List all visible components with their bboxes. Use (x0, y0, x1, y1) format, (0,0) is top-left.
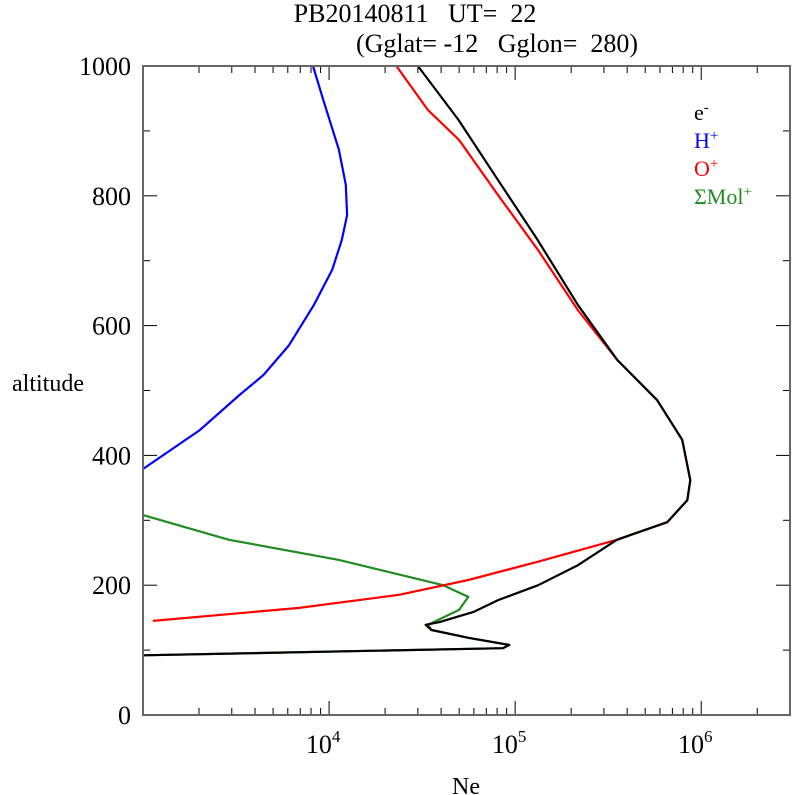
series-line-1 (142, 65, 349, 470)
legend-entry: e- (694, 100, 709, 125)
legend-entry: H+ (694, 128, 718, 153)
x-tick-label: 105 (492, 727, 527, 759)
y-tick-label: 200 (92, 571, 131, 600)
y-tick-label: 0 (118, 701, 131, 730)
y-tick-label: 1000 (79, 52, 131, 81)
y-tick-label: 800 (92, 182, 131, 211)
x-tick-label: 104 (306, 727, 341, 759)
legend-entry: ΣMol+ (694, 184, 752, 209)
y-tick-label: 600 (92, 312, 131, 341)
series-line-2 (152, 65, 692, 622)
plot-frame (142, 65, 791, 716)
x-axis-label: Ne (452, 774, 480, 795)
chart-title: PB20140811 UT= 22 (294, 0, 537, 28)
y-tick-label: 400 (92, 441, 131, 470)
chart-subtitle: (Gglat= -12 Gglon= 280) (356, 29, 638, 58)
legend-entry: O+ (694, 156, 718, 181)
y-axis-label: altitude (12, 371, 84, 397)
series-line-0 (142, 65, 692, 657)
x-tick-label: 106 (678, 727, 713, 759)
